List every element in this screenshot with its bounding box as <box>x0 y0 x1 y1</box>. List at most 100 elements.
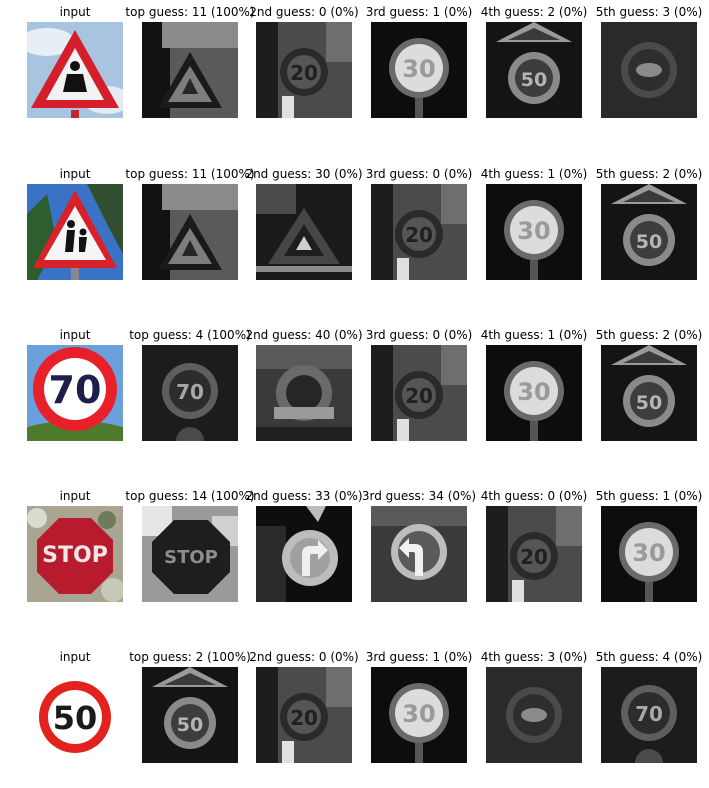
row-4-guess-2-image: 20 <box>256 667 352 763</box>
row-3-guess-3-title: 3rd guess: 34 (0%) <box>362 489 476 503</box>
row-2-guess-1-title: top guess: 4 (100%) <box>129 328 251 342</box>
sign-speed-60-icon <box>486 667 582 763</box>
svg-text:50: 50 <box>521 69 547 91</box>
svg-text:50: 50 <box>636 231 662 253</box>
svg-text:70: 70 <box>176 380 204 404</box>
svg-text:70: 70 <box>49 368 102 412</box>
row-4-guess-4-image <box>486 667 582 763</box>
sign-speed-50-icon: 50 <box>601 184 697 280</box>
sign-speed-60-icon <box>601 22 697 118</box>
sign-speed-50-icon: 50 <box>142 667 238 763</box>
row-3-guess-1-image: STOP <box>142 506 238 602</box>
sign-speed-50-icon: 50 <box>601 345 697 441</box>
sign-roundabout-icon <box>256 345 352 441</box>
svg-text:30: 30 <box>402 700 435 728</box>
row-4-guess-3-title: 3rd guess: 1 (0%) <box>366 650 473 664</box>
row-4-guess-1-title: top guess: 2 (100%) <box>129 650 251 664</box>
sign-turn-right-icon <box>256 506 352 602</box>
row-0-guess-1-image <box>142 22 238 118</box>
row-2-guess-3-title: 3rd guess: 0 (0%) <box>366 328 473 342</box>
sign-speed-20-icon: 20 <box>371 184 467 280</box>
row-1-guess-5-image: 50 <box>601 184 697 280</box>
sign-speed-50-clean-icon: 50 <box>27 667 123 763</box>
row-2-guess-5-title: 5th guess: 2 (0%) <box>596 328 703 342</box>
sign-speed-20-icon: 20 <box>256 667 352 763</box>
row-0-guess-1-title: top guess: 11 (100%) <box>125 5 254 19</box>
row-3-input-image: STOP <box>27 506 123 602</box>
svg-text:50: 50 <box>177 714 203 736</box>
row-2-guess-3-image: 20 <box>371 345 467 441</box>
row-0-guess-2-image: 20 <box>256 22 352 118</box>
sign-speed-30-icon: 30 <box>601 506 697 602</box>
row-1-guess-5-title: 5th guess: 2 (0%) <box>596 167 703 181</box>
row-2-input-image: 70 <box>27 345 123 441</box>
row-1-guess-3-title: 3rd guess: 0 (0%) <box>366 167 473 181</box>
row-1-guess-2-image <box>256 184 352 280</box>
row-1-guess-3-image: 20 <box>371 184 467 280</box>
svg-text:20: 20 <box>405 384 433 408</box>
row-1-guess-4-image: 30 <box>486 184 582 280</box>
row-2-guess-2-image <box>256 345 352 441</box>
sign-warning-children-icon <box>27 184 123 280</box>
svg-text:20: 20 <box>405 223 433 247</box>
svg-text:20: 20 <box>290 61 318 85</box>
svg-text:STOP: STOP <box>164 547 218 568</box>
svg-text:30: 30 <box>517 378 550 406</box>
row-3-guess-1-title: top guess: 14 (100%) <box>125 489 254 503</box>
sign-stop-photo-icon: STOP <box>27 506 123 602</box>
row-4-input-image: 50 <box>27 667 123 763</box>
sign-speed-70-icon: 70 <box>601 667 697 763</box>
svg-text:30: 30 <box>402 55 435 83</box>
row-1-guess-2-title: 2nd guess: 30 (0%) <box>245 167 362 181</box>
row-2-guess-4-image: 30 <box>486 345 582 441</box>
row-1-guess-1-title: top guess: 11 (100%) <box>125 167 254 181</box>
row-4-guess-3-image: 30 <box>371 667 467 763</box>
svg-text:50: 50 <box>636 392 662 414</box>
row-4-input-title: input <box>60 650 91 664</box>
sign-speed-20-icon: 20 <box>371 345 467 441</box>
row-3-guess-2-title: 2nd guess: 33 (0%) <box>245 489 362 503</box>
sign-speed-20-icon: 20 <box>256 22 352 118</box>
row-0-guess-5-image <box>601 22 697 118</box>
row-0-guess-2-title: 2nd guess: 0 (0%) <box>249 5 359 19</box>
row-4-guess-2-title: 2nd guess: 0 (0%) <box>249 650 359 664</box>
svg-text:70: 70 <box>635 702 663 726</box>
row-3-guess-4-title: 4th guess: 0 (0%) <box>481 489 588 503</box>
row-2-guess-2-title: 2nd guess: 40 (0%) <box>245 328 362 342</box>
svg-text:30: 30 <box>632 539 665 567</box>
svg-text:30: 30 <box>517 217 550 245</box>
row-0-input-image <box>27 22 123 118</box>
row-3-input-title: input <box>60 489 91 503</box>
row-2-guess-1-image: 70 <box>142 345 238 441</box>
svg-text:20: 20 <box>290 706 318 730</box>
row-1-guess-4-title: 4th guess: 1 (0%) <box>481 167 588 181</box>
svg-text:20: 20 <box>520 545 548 569</box>
sign-stop-icon: STOP <box>142 506 238 602</box>
row-1-guess-1-image <box>142 184 238 280</box>
sign-speed-70-photo-icon: 70 <box>27 345 123 441</box>
sign-speed-20-icon: 20 <box>486 506 582 602</box>
row-1-input-title: input <box>60 167 91 181</box>
row-0-guess-4-image: 50 <box>486 22 582 118</box>
svg-text:STOP: STOP <box>42 543 108 568</box>
row-3-guess-5-title: 5th guess: 1 (0%) <box>596 489 703 503</box>
sign-turn-left-icon <box>371 506 467 602</box>
row-3-guess-4-image: 20 <box>486 506 582 602</box>
sign-speed-30-icon: 30 <box>371 22 467 118</box>
row-0-guess-5-title: 5th guess: 3 (0%) <box>596 5 703 19</box>
row-0-input-title: input <box>60 5 91 19</box>
sign-warning-icon <box>142 22 238 118</box>
sign-speed-50-icon: 50 <box>486 22 582 118</box>
sign-speed-70-icon: 70 <box>142 345 238 441</box>
sign-warning-icon <box>142 184 238 280</box>
row-0-guess-3-image: 30 <box>371 22 467 118</box>
row-4-guess-4-title: 4th guess: 3 (0%) <box>481 650 588 664</box>
row-2-guess-5-image: 50 <box>601 345 697 441</box>
row-3-guess-5-image: 30 <box>601 506 697 602</box>
sign-speed-30-icon: 30 <box>486 184 582 280</box>
svg-text:50: 50 <box>53 699 98 737</box>
row-4-guess-5-image: 70 <box>601 667 697 763</box>
row-0-guess-3-title: 3rd guess: 1 (0%) <box>366 5 473 19</box>
row-3-guess-3-image <box>371 506 467 602</box>
row-0-guess-4-title: 4th guess: 2 (0%) <box>481 5 588 19</box>
